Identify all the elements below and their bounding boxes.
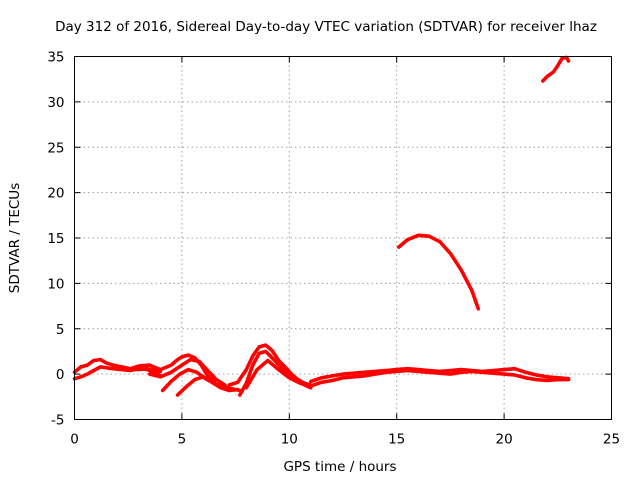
x-tick-labels: 0 5 10 15 20 25 <box>70 432 620 448</box>
series-line-trace-11 <box>308 366 571 384</box>
y-tick-label: 0 <box>56 367 65 383</box>
series-line-trace-9 <box>244 358 313 390</box>
x-tick-label: 15 <box>388 432 405 448</box>
data-series <box>72 55 571 397</box>
y-tick-label: -5 <box>51 413 64 429</box>
x-axis-label: GPS time / hours <box>283 459 396 475</box>
grid-lines <box>74 56 612 420</box>
x-tick-label: 5 <box>178 432 187 448</box>
series-line-trace-5 <box>160 367 242 393</box>
plot-frame <box>74 56 612 420</box>
chart-title: Day 312 of 2016, Sidereal Day-to-day VTE… <box>55 19 597 35</box>
y-tick-label: 5 <box>56 322 65 338</box>
y-tick-label: 20 <box>47 186 64 202</box>
x-tick-label: 20 <box>496 432 513 448</box>
series-line-trace-6 <box>175 374 240 397</box>
axis-ticks <box>74 56 612 420</box>
y-tick-label: 10 <box>47 276 64 292</box>
series-line-trace-2 <box>72 365 163 381</box>
y-tick-labels: -5 0 5 10 15 20 25 30 35 <box>47 50 64 429</box>
x-tick-label: 0 <box>70 432 79 448</box>
series-line-trace-10 <box>308 368 571 388</box>
y-tick-label: 15 <box>47 231 64 247</box>
y-axis-label: SDTVAR / TECUs <box>7 183 23 293</box>
y-tick-label: 30 <box>47 95 64 111</box>
series-line-trace-7 <box>227 343 313 387</box>
series-line-trace-12 <box>396 233 481 311</box>
x-tick-label: 10 <box>281 432 298 448</box>
series-line-trace-13 <box>540 55 571 83</box>
y-tick-label: 25 <box>47 140 64 156</box>
y-tick-label: 35 <box>47 50 64 66</box>
series-line-trace-4 <box>147 357 227 387</box>
x-tick-label: 25 <box>603 432 620 448</box>
